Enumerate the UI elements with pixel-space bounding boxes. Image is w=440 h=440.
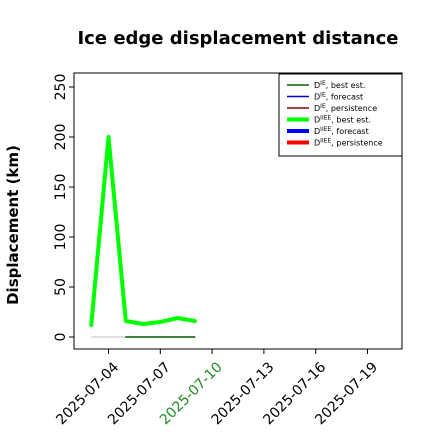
y-axis-label: Displacement (km) [4, 145, 22, 305]
series-line-3 [89, 135, 197, 327]
x-axis-ticks: 2025-07-042025-07-072025-07-102025-07-13… [53, 349, 381, 428]
y-tick-label: 0 [53, 333, 69, 342]
y-tick-label: 100 [53, 224, 69, 251]
plot-frame [73, 72, 403, 350]
legend-label: DIIEE, forecast [314, 126, 369, 136]
y-axis-ticks: 0 50 100 150 200 250 [53, 74, 74, 342]
chart-title: Ice edge displacement distance [77, 28, 398, 49]
y-tick-label: 50 [53, 278, 69, 296]
series-layer [89, 135, 197, 338]
legend-label: DIE, best est. [314, 80, 365, 90]
y-tick-label: 200 [53, 124, 69, 151]
legend-label: DIIEE, persistence [314, 138, 383, 148]
legend-label: DIIEE, best est. [314, 115, 371, 125]
legend-box [278, 73, 403, 157]
legend-label: DIE, forecast [314, 92, 363, 102]
legend-label: DIE, persistence [314, 103, 377, 113]
y-tick-label: 150 [53, 174, 69, 201]
y-tick-label: 250 [53, 74, 69, 101]
